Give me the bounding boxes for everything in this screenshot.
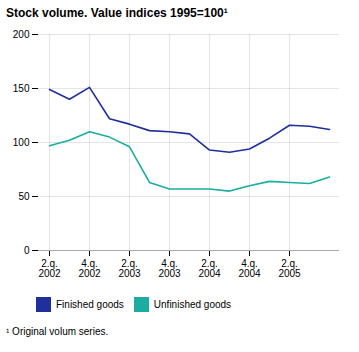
svg-text:2.q.2005: 2.q.2005: [278, 258, 301, 279]
html-text:Finished goods: Finished goods: [56, 299, 124, 310]
svg-text:0: 0: [24, 245, 30, 256]
svg-text:50: 50: [18, 191, 30, 202]
html-text:Unfinished goods: Unfinished goods: [153, 299, 232, 310]
svg-text:100: 100: [13, 137, 30, 148]
svg-text:4.q.2004: 4.q.2004: [238, 258, 261, 279]
svg-text:200: 200: [13, 29, 30, 40]
html-text:Stock volume. Value indices 19: Stock volume. Value indices 1995=100¹: [6, 6, 228, 20]
svg-text:150: 150: [13, 83, 30, 94]
html-text:¹ Original volum series.: ¹ Original volum series.: [6, 326, 109, 337]
svg-text:2.q.2003: 2.q.2003: [118, 258, 141, 279]
svg-text:4.q.2002: 4.q.2002: [78, 258, 101, 279]
svg-text:4.q.2003: 4.q.2003: [158, 258, 181, 279]
svg-text:2.q.2004: 2.q.2004: [198, 258, 221, 279]
svg-text:2.q.2002: 2.q.2002: [38, 258, 61, 279]
